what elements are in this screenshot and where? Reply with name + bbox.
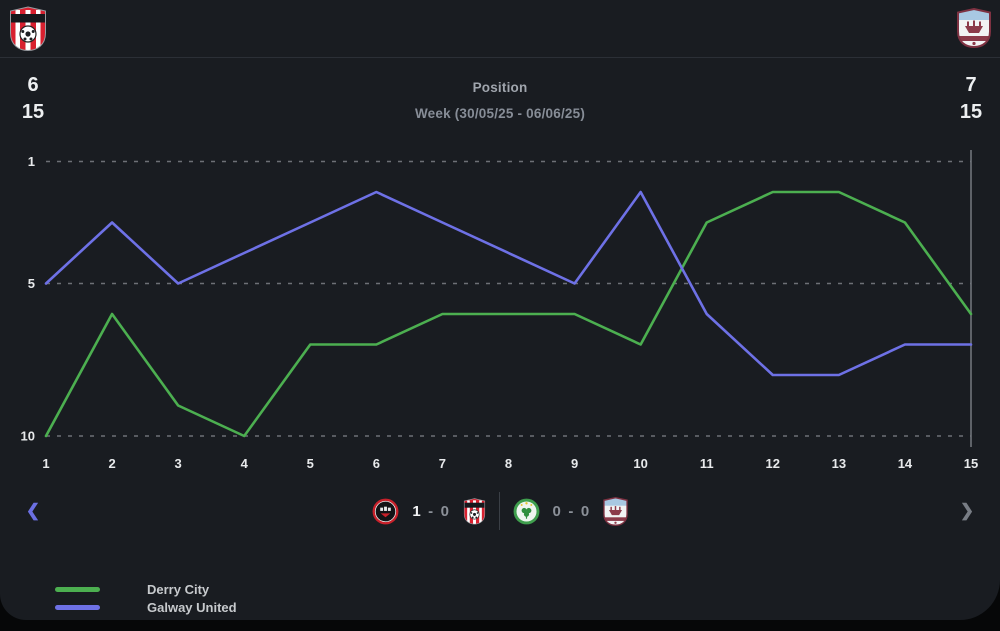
fixture-bohemians-derry: 1 - 0 — [372, 498, 485, 525]
derry-city-small-logo — [463, 498, 486, 525]
svg-text:2: 2 — [108, 456, 115, 471]
week-results-row: ❮ 1 - 0 0 - 0 ❯ — [0, 487, 1000, 535]
fixture-divider — [498, 492, 500, 530]
svg-text:10: 10 — [21, 429, 35, 444]
svg-text:15: 15 — [964, 456, 978, 471]
svg-text:1: 1 — [42, 456, 49, 471]
svg-text:13: 13 — [832, 456, 846, 471]
svg-text:5: 5 — [307, 456, 314, 471]
fixture-1-score: 1 - 0 — [412, 503, 449, 520]
svg-text:4: 4 — [241, 456, 249, 471]
bohemians-logo — [372, 498, 399, 525]
home-team-stats: 6 15 — [8, 72, 58, 126]
fixture-1-score-separator: - — [428, 502, 434, 520]
legend-item-galway-united: Galway United — [55, 598, 237, 616]
galway-united-line-swatch — [55, 604, 100, 610]
fixture-2-score-separator: - — [568, 502, 574, 520]
chart-legend: Derry City Galway United — [55, 580, 237, 616]
away-team-total: 15 — [959, 101, 983, 123]
svg-text:9: 9 — [571, 456, 578, 471]
svg-text:14: 14 — [898, 456, 913, 471]
svg-text:6: 6 — [373, 456, 380, 471]
chart-subtitle: Week (30/05/25 - 06/06/25) — [414, 106, 586, 121]
shamrock-rovers-logo — [513, 498, 540, 525]
legend-label-derry-city: Derry City — [147, 581, 210, 597]
chart-title: Position — [472, 80, 528, 95]
fixture-rovers-galway: 0 - 0 — [513, 497, 628, 526]
away-team-stats: 7 15 — [946, 72, 996, 126]
svg-text:10: 10 — [633, 456, 647, 471]
svg-text:8: 8 — [505, 456, 512, 471]
derry-city-line-swatch — [55, 586, 100, 592]
topbar — [0, 0, 1000, 58]
legend-item-derry-city: Derry City — [55, 580, 237, 598]
chevron-left-icon[interactable]: ❮ — [18, 490, 48, 532]
svg-text:11: 11 — [700, 456, 714, 471]
svg-text:3: 3 — [175, 456, 182, 471]
home-team-total: 15 — [21, 101, 45, 123]
legend-label-galway-united: Galway United — [147, 599, 237, 615]
home-team-position: 6 — [27, 74, 39, 96]
chevron-right-icon[interactable]: ❯ — [952, 490, 982, 532]
svg-text:12: 12 — [766, 456, 780, 471]
fixture-2-score: 0 - 0 — [553, 503, 590, 520]
fixtures: 1 - 0 0 - 0 — [0, 487, 1000, 535]
fixture-2-away-score: 0 — [580, 502, 590, 520]
fixture-1-home-score: 1 — [412, 502, 422, 520]
fixture-1-away-score: 0 — [440, 502, 450, 520]
svg-text:7: 7 — [439, 456, 446, 471]
svg-text:5: 5 — [28, 276, 35, 291]
svg-text:1: 1 — [28, 154, 35, 169]
galway-united-small-logo — [603, 497, 628, 526]
fixture-2-home-score: 0 — [552, 502, 562, 520]
away-team-position: 7 — [965, 74, 977, 96]
